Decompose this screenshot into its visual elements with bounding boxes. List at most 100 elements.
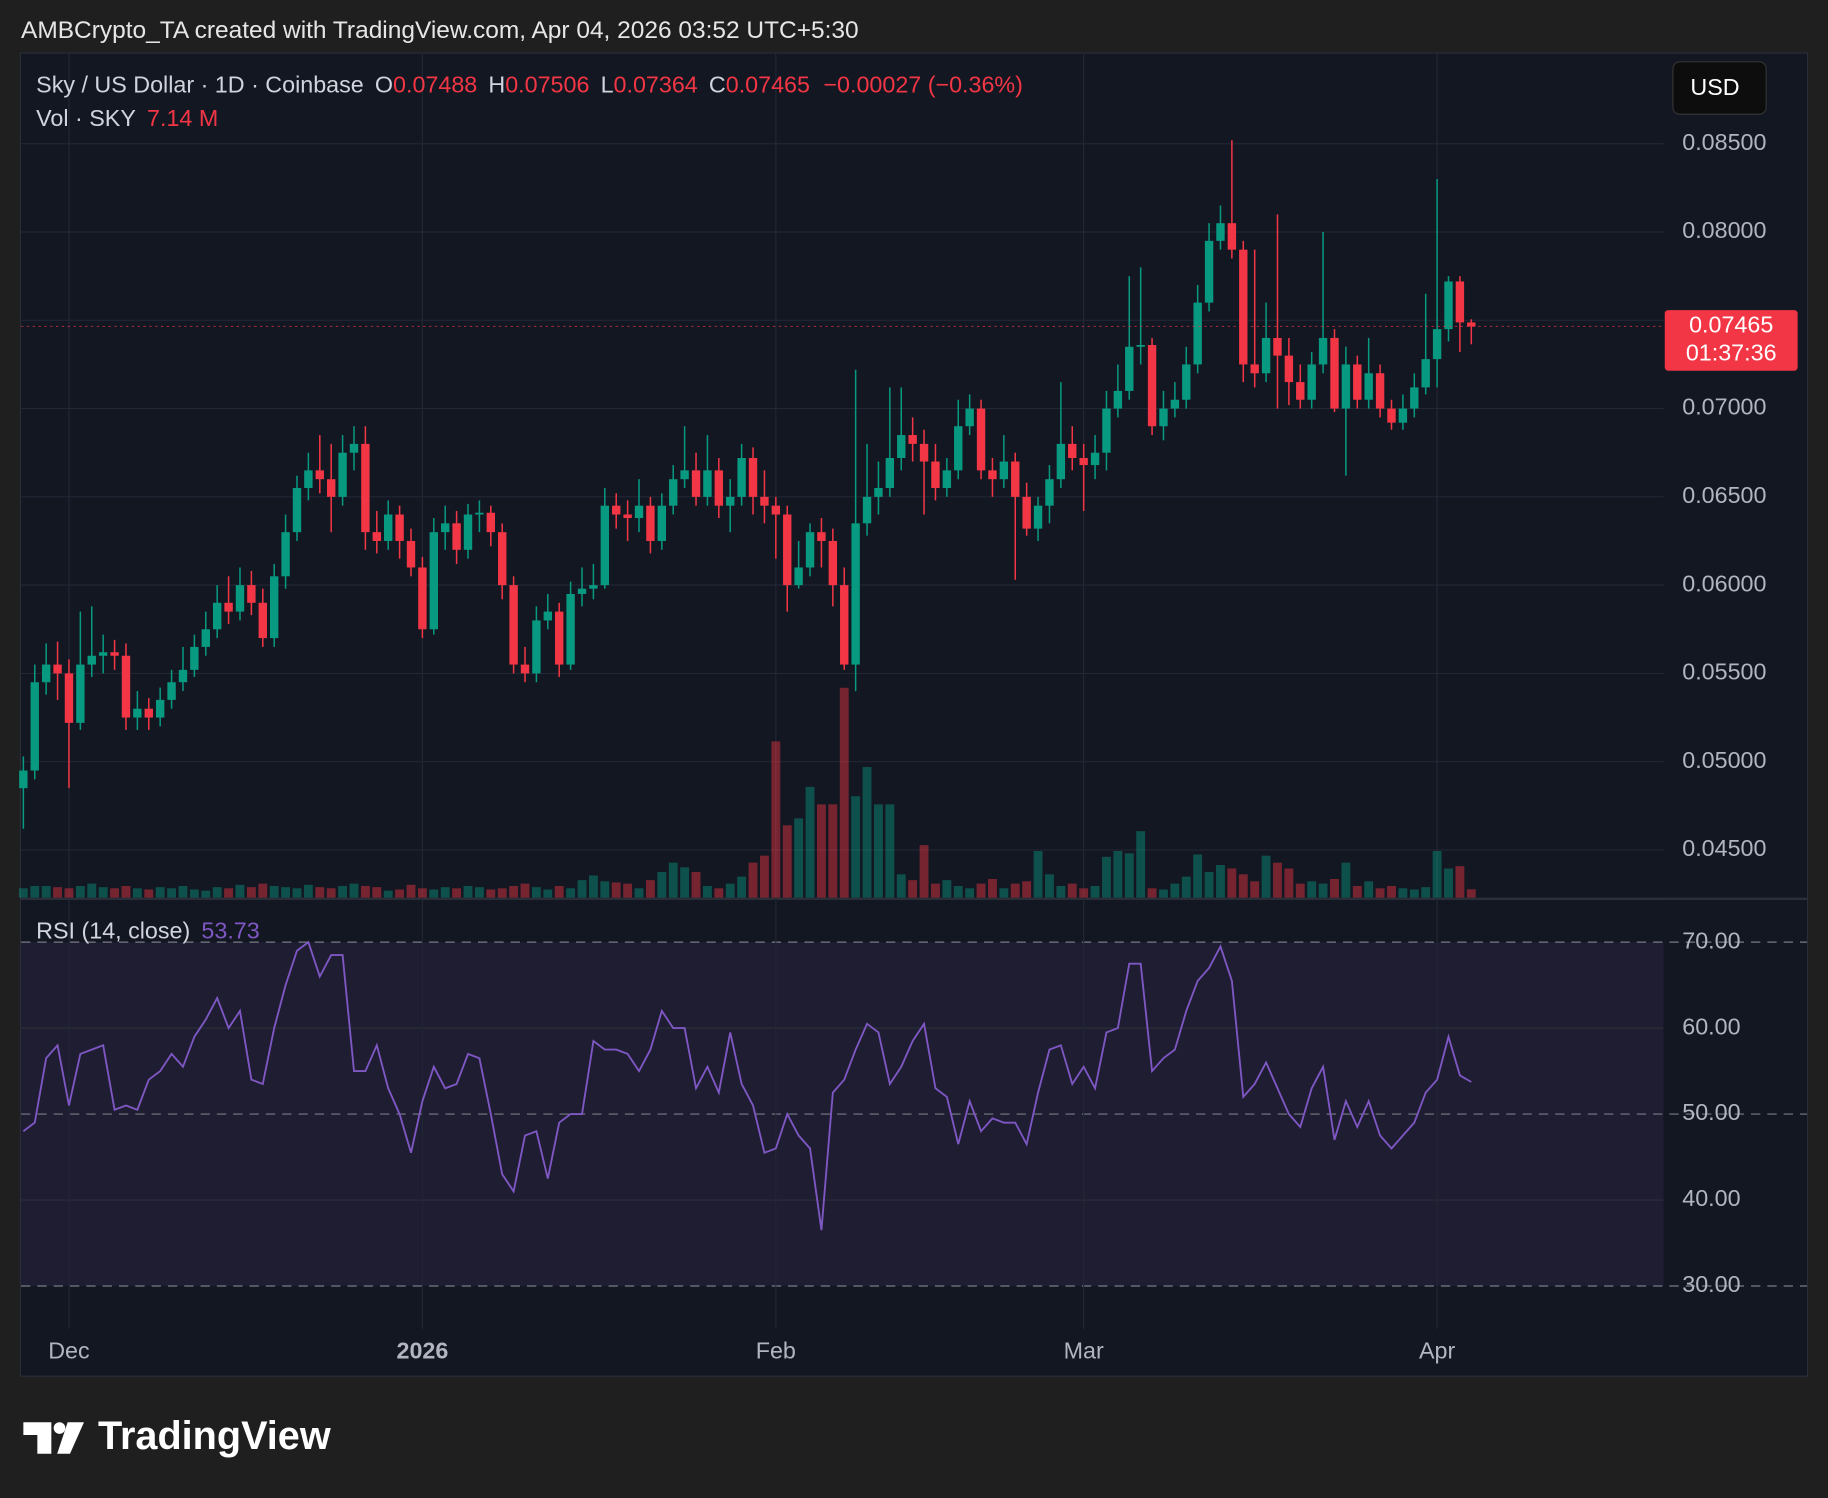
candle-body [509, 585, 518, 665]
rsi-tick-label: 30.00 [1682, 1271, 1740, 1297]
candle-body [155, 699, 165, 718]
candle-body [224, 602, 233, 612]
candle-body [999, 461, 1009, 480]
candle-body [794, 567, 803, 586]
volume-bar [1273, 862, 1282, 898]
volume-bar [87, 883, 97, 898]
candle-body [988, 470, 997, 480]
volume-bar [953, 885, 963, 898]
candle-body [406, 540, 416, 568]
candle-body [315, 470, 324, 480]
volume-bar [1090, 885, 1100, 898]
volume-bar [30, 885, 40, 898]
candle-body [897, 435, 906, 459]
candle-body [167, 682, 176, 700]
volume-bar [132, 888, 142, 898]
candle-body [304, 470, 313, 489]
volume-bar [1261, 855, 1271, 898]
candle-body [1250, 364, 1259, 374]
candle-body [714, 470, 724, 506]
volume-bar [999, 888, 1009, 898]
candle-body [965, 408, 974, 427]
attribution: AMBCrypto_TA created with TradingView.co… [21, 17, 859, 44]
volume-bar [224, 888, 234, 898]
candle-body [475, 512, 484, 515]
volume-bar [406, 884, 416, 898]
volume-bar [372, 887, 382, 898]
volume-bar [315, 887, 325, 898]
volume-bar [1307, 881, 1317, 898]
volume-bar [474, 887, 484, 898]
volume-bar [1193, 854, 1203, 898]
volume-bar [497, 888, 507, 898]
volume-bar [1079, 888, 1089, 898]
volume-bar [794, 818, 804, 898]
candle-body [144, 708, 153, 718]
candle-body [1364, 373, 1373, 400]
candle-body [1090, 452, 1100, 466]
volume-bar [919, 845, 929, 898]
candle-body [612, 505, 621, 515]
volume-bar [1250, 881, 1260, 898]
candle-body [1421, 359, 1430, 388]
marks [18, 140, 1476, 1231]
x-tick-label: Apr [1419, 1337, 1455, 1363]
volume-bar [965, 888, 975, 898]
volume-bar [1147, 888, 1157, 898]
candle-body [1182, 364, 1191, 400]
volume-bar [486, 889, 496, 898]
volume-bar [1387, 885, 1396, 898]
currency-button-bg[interactable] [1672, 61, 1767, 115]
candle-body [452, 523, 461, 550]
volume-bar [1341, 862, 1351, 898]
symbol-title: Sky / US Dollar · 1D · Coinbase [36, 71, 364, 97]
volume-bar [18, 888, 28, 898]
volume-bar [691, 871, 701, 898]
volume-bar [1033, 851, 1043, 898]
open-label: O [375, 71, 393, 97]
candle-body [1239, 249, 1248, 365]
volume-bar [1409, 889, 1419, 898]
volume-bar [1136, 831, 1146, 898]
y-tick-label: 0.06000 [1682, 570, 1766, 596]
candle-body [1125, 346, 1134, 391]
candle-body [1296, 382, 1305, 400]
volume-bar [680, 867, 690, 898]
volume-bar [851, 796, 861, 898]
rsi-value: 53.73 [201, 918, 259, 944]
volume-bar [98, 887, 108, 898]
candle-body [1284, 355, 1294, 383]
candle-body [543, 611, 553, 621]
volume-bar [1010, 883, 1020, 898]
volume-bar [520, 883, 530, 898]
close-value: 0.07465 [726, 71, 810, 97]
candle-body [338, 452, 347, 497]
currency-label[interactable]: USD [1690, 74, 1739, 100]
volume-bar [360, 885, 370, 898]
candle-body [520, 664, 530, 674]
volume-bar [338, 885, 348, 898]
candle-body [178, 669, 188, 683]
candle-body [1011, 461, 1020, 497]
volume-bar [1181, 876, 1191, 898]
currency-button[interactable]: USD [1672, 61, 1767, 115]
candle-body [919, 443, 929, 462]
volume-bar [326, 888, 336, 898]
volume-bar [554, 885, 564, 898]
volume-bar [1238, 874, 1248, 898]
volume-bar [1421, 887, 1431, 898]
volume-bar [292, 888, 302, 898]
candle-body [760, 496, 769, 506]
candle-body [258, 602, 267, 639]
x-tick-label: Dec [48, 1337, 90, 1363]
candle-body [851, 523, 860, 665]
close-label: C [709, 71, 726, 97]
volume-bar [748, 862, 758, 898]
candle-body [954, 426, 963, 471]
rsi-legend: RSI (14, close) 53.73 [36, 918, 260, 944]
candle-body [121, 655, 131, 718]
candle-body [680, 470, 689, 480]
candle-body [212, 602, 222, 630]
volume-bar [155, 887, 165, 898]
candle-body [1147, 345, 1157, 427]
